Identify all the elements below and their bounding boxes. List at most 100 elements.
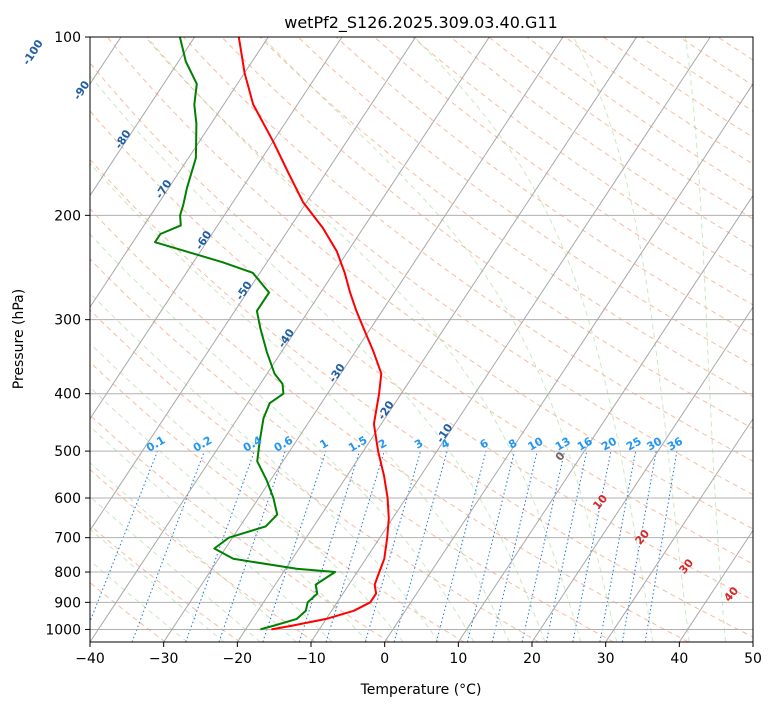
dry-adiabat [90,158,753,638]
x-axis-title: Temperature (°C) [360,682,482,698]
dry-adiabat [679,37,753,86]
isotherm-label: -30 [326,361,348,385]
mixing-ratio-line [644,451,678,642]
moist-adiabat [146,37,582,642]
y-tick-label: 1000 [45,622,81,638]
dry-adiabat [297,37,753,367]
x-tick-label: 30 [597,651,615,667]
dry-adiabat [90,414,390,642]
mixing-ratio-line [621,451,657,642]
moist-adiabat [90,559,188,642]
isotherm-line [752,641,753,642]
isotherm-label: -70 [153,177,175,201]
y-tick-label: 100 [54,30,81,46]
mixing-ratio-line [521,450,566,642]
mixing-ratio-line [435,450,487,642]
moist-adiabat [573,37,690,642]
dry-adiabat [756,37,775,642]
moist-adiabat [755,37,763,642]
isotherm-label: -80 [112,127,134,151]
isotherm-line [457,194,753,642]
dry-adiabat [564,37,753,165]
moist-adiabat [90,386,369,642]
x-tick-label: −20 [223,651,253,667]
dry-adiabat [90,258,614,642]
dry-adiabat [90,309,540,642]
isotherm-line [90,37,490,642]
chart-title: wetPf2_S126.2025.309.03.40.G11 [284,13,558,33]
isotherm-line [90,37,417,532]
moist-adiabat [414,37,654,642]
isotherm-line [384,83,753,642]
isotherm-line [236,37,638,642]
moist-adiabat [90,233,475,642]
mixing-ratio-line [491,450,538,642]
isotherm-line [90,37,196,197]
y-tick-label: 400 [54,387,81,403]
moist-adiabat [90,496,261,642]
moist-adiabat-label: 20 [632,527,652,547]
dry-adiabat [183,37,753,462]
isotherm-label: -50 [233,279,255,303]
y-tick-label: 300 [54,313,81,329]
mixing-ratio-line [262,450,327,642]
dry-adiabat [90,468,315,642]
x-tick-label: −30 [149,651,179,667]
temperature-profile [237,37,390,631]
mixing-ratio-label: 4 [439,436,452,451]
mixing-ratio-line [467,450,516,642]
isotherm-label: -60 [193,228,215,252]
moist-adiabat-label: 40 [721,584,741,604]
dry-adiabat [90,208,689,642]
y-tick-label: 800 [54,565,81,581]
mixing-ratio-line [393,450,448,642]
x-tick-label: 40 [670,651,688,667]
dry-adiabat [259,37,753,398]
mixing-ratio-line [90,450,158,623]
moist-adiabat [685,37,727,642]
dry-adiabat [145,37,753,496]
isotherm-line [531,306,753,642]
isotherm-line [678,529,753,642]
y-tick-label: 900 [54,595,81,611]
moist-adiabat [90,162,510,642]
x-tick-label: −40 [75,651,105,667]
mixing-ratio-line [599,451,637,642]
isotherm-label: -90 [71,78,93,102]
y-tick-label: 500 [54,444,81,460]
moist-adiabat-label: 10 [590,492,610,512]
x-tick-label: 0 [380,651,389,667]
line-labels: -100-90-80-70-60-50-40-30-20-100.1 0.2 0.4… [20,37,742,604]
dry-adiabat [603,37,753,138]
y-axis-ticks: 1000 900 800 700 600 500 400 300 200 100 [45,30,90,638]
x-tick-label: −10 [296,651,326,667]
mixing-ratio-line [218,450,286,642]
isotherm-label: -100 [20,37,46,67]
background-lines [90,37,775,642]
isotherm-line [163,37,564,642]
dry-adiabat [335,37,753,336]
mixing-ratio-line [131,450,205,642]
mixing-ratio-line [545,450,588,642]
moist-adiabat [90,75,546,642]
moist-adiabat [90,528,225,642]
x-tick-label: 10 [449,651,467,667]
mixing-ratio-label: 3 [412,437,425,452]
plot-frame [89,36,754,643]
y-tick-label: 200 [54,208,81,224]
isotherm-label: -40 [275,326,297,350]
isotherm-line [605,417,753,642]
moist-adiabat [90,292,439,642]
y-axis-title: Pressure (hPa) [11,289,27,389]
y-tick-label: 600 [54,491,81,507]
mixing-ratio-label: 8 [506,437,519,452]
dry-adiabat [450,37,753,248]
moist-adiabat [90,462,297,642]
y-tick-label: 700 [54,531,81,547]
mixing-ratio-label: 1 [317,437,330,452]
dry-adiabat [221,37,753,430]
isotherm-line [90,37,343,420]
dewpoint-profile [154,37,337,631]
isotherm-line [90,37,269,309]
